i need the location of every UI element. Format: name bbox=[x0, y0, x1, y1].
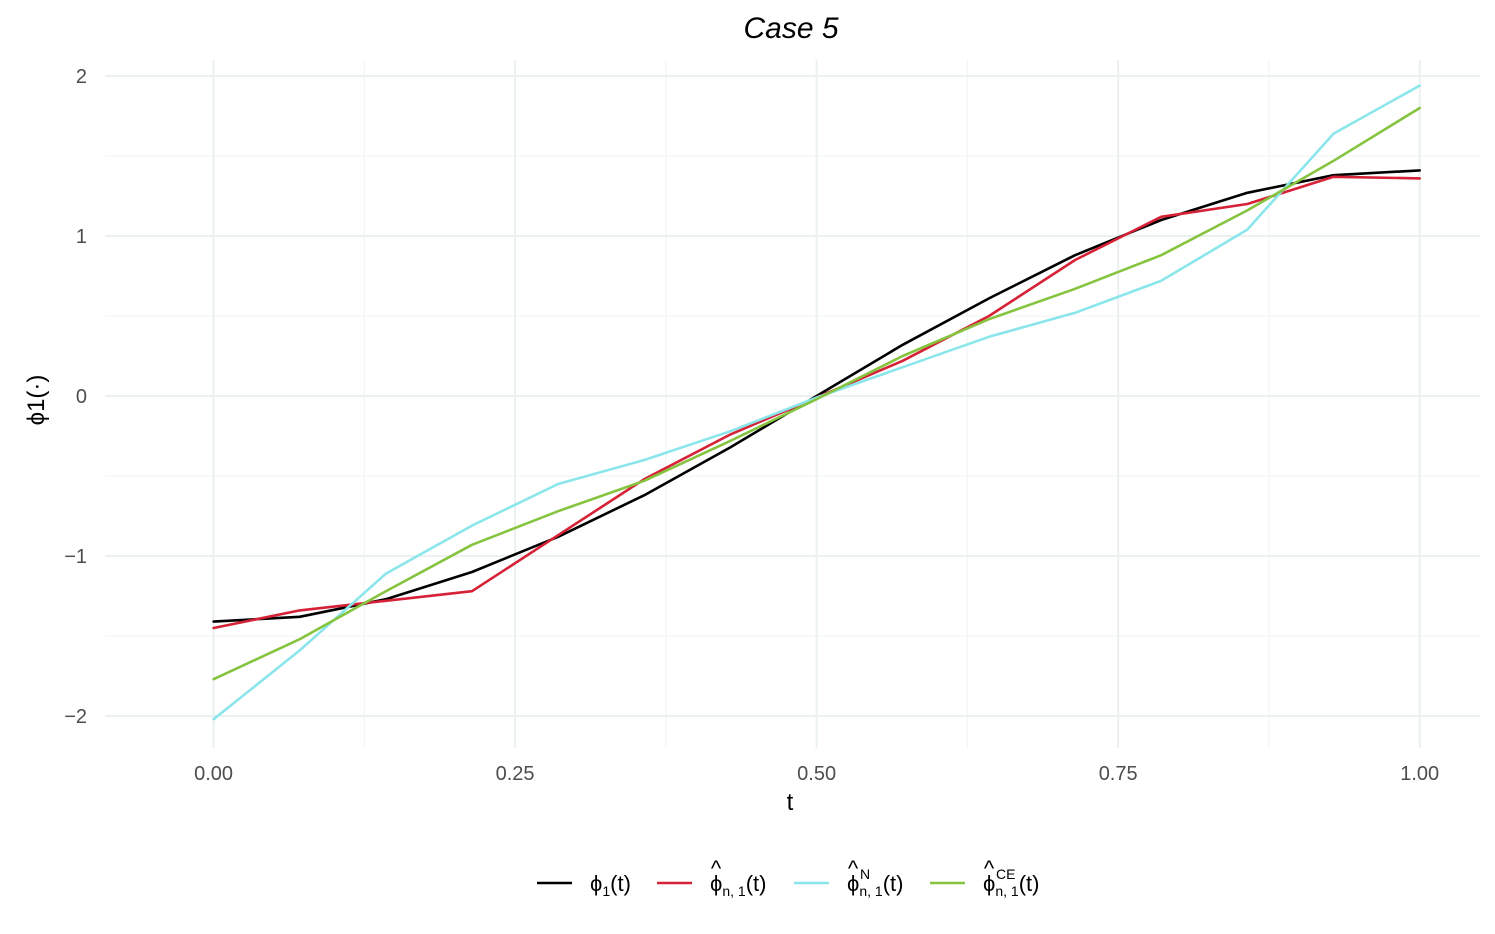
x-axis-label: t bbox=[787, 789, 794, 816]
legend-item-1: ϕ1(t) bbox=[537, 871, 631, 899]
series-line-3 bbox=[212, 84, 1421, 721]
y-axis-label: ϕ1(·) bbox=[23, 375, 50, 426]
legend-label: ϕ1(t) bbox=[590, 871, 631, 899]
x-tick-label: 1.00 bbox=[1400, 763, 1439, 785]
x-tick-label: 0.50 bbox=[797, 763, 836, 785]
y-tick-label: 1 bbox=[76, 226, 87, 248]
y-tick-label: −1 bbox=[64, 546, 87, 568]
x-tick-label: 0.75 bbox=[1099, 763, 1138, 785]
y-tick-label: −2 bbox=[64, 706, 87, 728]
legend-label: ϕn, 1(t) bbox=[983, 871, 1039, 899]
series-layer bbox=[212, 84, 1421, 721]
legend-label: ϕn, 1(t) bbox=[847, 871, 903, 899]
y-tick-label: 2 bbox=[76, 66, 87, 88]
chart-title: Case 5 bbox=[743, 12, 838, 45]
legend-item-2: ϕn, 1(t)^ bbox=[657, 856, 766, 899]
x-tick-label: 0.25 bbox=[496, 763, 535, 785]
legend-superscript: CE bbox=[996, 866, 1015, 882]
legend-superscript: N bbox=[860, 866, 870, 882]
series-line-1 bbox=[212, 169, 1421, 623]
legend-hat: ^ bbox=[848, 856, 859, 881]
legend-label: ϕn, 1(t) bbox=[710, 871, 766, 899]
y-tick-labels: −2 −1 0 1 2 bbox=[64, 66, 87, 728]
legend-hat: ^ bbox=[711, 856, 722, 881]
legend-item-3: ϕn, 1(t)^ N bbox=[794, 856, 903, 899]
y-tick-label: 0 bbox=[76, 386, 87, 408]
series-line-4 bbox=[212, 106, 1421, 681]
grid bbox=[105, 60, 1480, 748]
legend-item-4: ϕn, 1(t)^ CE bbox=[930, 856, 1039, 899]
legend-hat: ^ bbox=[984, 856, 995, 881]
x-tick-labels: 0.00 0.25 0.50 0.75 1.00 bbox=[194, 763, 1439, 785]
x-tick-label: 0.00 bbox=[194, 763, 233, 785]
